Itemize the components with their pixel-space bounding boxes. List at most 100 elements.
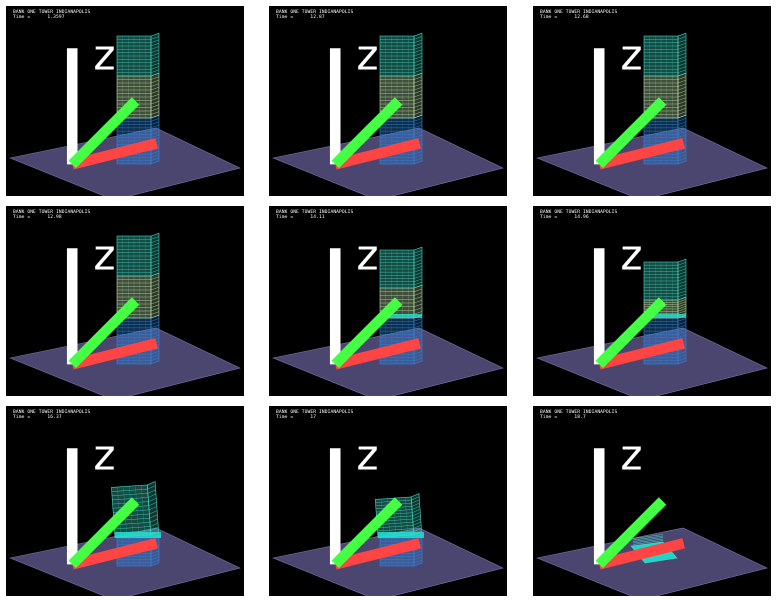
lower-floors-floor-line	[413, 134, 423, 138]
collapse-zone	[378, 532, 424, 538]
lower-floors-floor-line	[413, 324, 423, 329]
xyz-axis-triad-icon: z	[329, 430, 421, 570]
upper-floors-floor-line	[150, 56, 160, 60]
lower-floors-floor-line	[150, 354, 160, 358]
mid-floors-floor-line	[150, 307, 160, 312]
upper-floors-floor-line	[413, 259, 423, 263]
y-axis	[331, 297, 403, 369]
time-value: 12.68	[574, 15, 589, 21]
frame-time: Time = 12.98	[13, 215, 90, 220]
ground-plane	[8, 527, 241, 596]
y-axis	[595, 497, 667, 569]
time-label: Time =	[540, 15, 575, 21]
mid-floors-floor-line	[150, 93, 160, 98]
upper-floors-floor-line	[150, 269, 160, 273]
upper-floors-floor-line	[677, 290, 687, 294]
mid-floors-floor-line	[150, 111, 160, 115]
collapse-zone	[115, 532, 161, 538]
upper-floors-floor-line	[677, 59, 687, 63]
y-axis	[331, 497, 403, 569]
x-axis	[70, 138, 158, 170]
x-axis	[333, 138, 421, 170]
mid-floors-floor-line	[150, 79, 160, 84]
upper-floors-floor-line	[413, 250, 423, 254]
upper-floors-floor-line	[677, 274, 687, 279]
lower-floors-floor-line	[677, 157, 687, 161]
y-axis	[331, 97, 403, 169]
upper-floors-floor-line	[413, 36, 423, 40]
lower-floors-floor-line	[150, 324, 160, 329]
frame-header: BANK ONE TOWER INDIANAPOLIS Time = 16.37	[13, 410, 90, 420]
lower-floors-floor-line	[150, 553, 160, 557]
mid-floors-floor-line	[413, 307, 423, 311]
frame-header: BANK ONE TOWER INDIANAPOLIS Time = 14.11	[276, 210, 353, 220]
upper-floors-floor-line	[149, 518, 158, 523]
lower-floors-floor-line	[677, 134, 687, 138]
mid-floors-floor-line	[150, 83, 160, 87]
lower-floors-floor-line	[150, 121, 160, 125]
upper-floors-floor-line	[150, 66, 160, 70]
mid-floors-floor-line	[150, 283, 160, 287]
upper-floors-floor-line	[150, 259, 160, 263]
lower-floors-floor-line	[150, 328, 160, 332]
frame-panel: BANK ONE TOWER INDIANAPOLIS Time = 12.98 z	[6, 206, 244, 396]
upper-floors-floor-line	[150, 527, 159, 531]
lower-floors-floor-line	[677, 321, 687, 325]
upper-floors-floor-line	[150, 252, 160, 257]
mid-floors-floor-line	[413, 104, 423, 108]
mid-floors-floor-line	[413, 303, 423, 307]
lower-floors-floor-line	[413, 154, 423, 158]
mid-floors-floor-line	[150, 300, 160, 305]
upper-floors-floor-line	[411, 502, 420, 507]
upper-floors-floor-line	[677, 39, 687, 43]
z-axis-label: z	[620, 430, 642, 479]
upper-floors-floor-line	[677, 265, 687, 269]
xyz-axis-triad-icon: z	[593, 430, 685, 570]
upper-floors-floor-line	[148, 498, 157, 502]
upper-floors-floor-line	[150, 69, 160, 73]
time-label: Time =	[540, 415, 575, 421]
lower-floors-floor-line	[677, 328, 687, 332]
frame-time: Time = 14.96	[540, 215, 617, 220]
frame-title: BANK ONE TOWER INDIANAPOLIS	[540, 10, 618, 15]
upper-floors-floor-line	[677, 52, 687, 57]
lower-floors-floor-line	[413, 151, 423, 155]
upper-floors-floor-line	[413, 59, 423, 63]
lower-floors-floor-line	[150, 351, 160, 355]
ground-plane	[271, 127, 504, 196]
upper-floors-floor-line	[677, 36, 687, 40]
upper-floors-floor-line	[150, 246, 160, 250]
upper-block	[374, 493, 422, 538]
upper-floors-floor-line	[413, 262, 423, 267]
time-label: Time =	[13, 15, 48, 21]
lower-floors-floor-line	[677, 324, 687, 329]
mid-floors-floor-line	[150, 97, 160, 101]
lower-floors-floor-line	[413, 321, 423, 325]
mid-floors-floor-line	[413, 93, 423, 98]
upper-floors-floor-line	[413, 272, 423, 276]
upper-floors-floor-line	[150, 42, 160, 47]
upper-floors-floor-line	[413, 69, 423, 73]
upper-floors-floor-line	[149, 510, 158, 515]
upper-floors-floor-line	[150, 522, 159, 527]
debris-line	[632, 537, 664, 542]
mid-floors-floor-line	[150, 76, 160, 80]
upper-floors-floor-line	[413, 253, 423, 257]
mid-floors-floor-line	[413, 311, 423, 315]
lower-floors-floor-line	[150, 118, 160, 122]
frame-title: BANK ONE TOWER INDIANAPOLIS	[276, 210, 354, 215]
mid-floors-floor-line	[150, 276, 160, 280]
upper-floors-floor-line	[150, 39, 160, 43]
lower-floors-floor-line	[150, 124, 160, 129]
lower-floors-floor-line	[677, 318, 687, 322]
frame-time: Time = 1.3597	[13, 15, 90, 20]
upper-floors-floor-line	[413, 49, 423, 53]
mid-floors-floor-line	[413, 299, 423, 304]
lower-floors-floor-line	[677, 147, 687, 152]
mid-floors-floor-line	[677, 97, 687, 101]
z-axis-label: z	[93, 30, 115, 79]
mid-floors-floor-line	[150, 104, 160, 108]
lower-floors-floor-line	[413, 128, 423, 132]
collapse-zone	[380, 314, 422, 318]
upper-floors-floor-line	[413, 269, 423, 273]
